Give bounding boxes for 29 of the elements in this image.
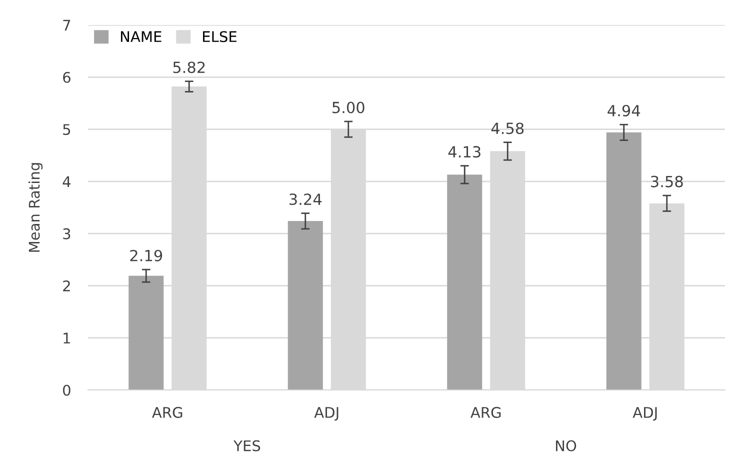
bar <box>447 174 482 390</box>
x-tick-label: ARG <box>152 406 182 418</box>
bar <box>128 276 164 390</box>
y-tick-label: 7 <box>63 20 70 31</box>
legend-label: ELSE <box>203 31 236 42</box>
data-label: 2.19 <box>130 250 162 262</box>
y-tick-label: 3 <box>63 228 70 240</box>
x-tick-label: ADJ <box>632 407 657 421</box>
y-tick-label: 4 <box>62 176 71 187</box>
data-label: 4.13 <box>448 146 480 158</box>
data-label: 4.94 <box>608 104 640 116</box>
data-label: 3.24 <box>290 194 322 206</box>
y-tick-label: 1 <box>64 332 70 344</box>
y-tick-label: 6 <box>63 72 70 83</box>
data-label: 5.00 <box>332 102 364 114</box>
text: YES <box>234 440 260 452</box>
y-tick-label: 2 <box>63 280 70 292</box>
data-label: 5.82 <box>173 62 205 74</box>
y-axis-title: Mean Rating <box>28 163 43 252</box>
y-tick-label: 0 <box>63 384 70 396</box>
data-label: 4.58 <box>491 122 524 134</box>
y-tick-label: 5 <box>63 124 70 136</box>
bar <box>606 132 642 390</box>
x-tick-label: ADJ <box>314 407 338 421</box>
x-tick-label: ARG <box>470 406 501 418</box>
legend-label: NAME <box>120 31 162 42</box>
bar <box>288 221 323 390</box>
text: NO <box>556 440 576 452</box>
data-label: 3.58 <box>651 176 683 188</box>
